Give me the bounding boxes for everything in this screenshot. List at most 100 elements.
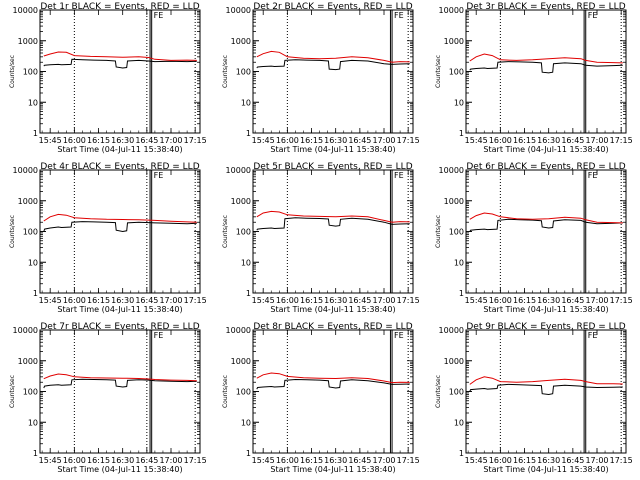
x-tick-label: 16:15 xyxy=(513,456,536,465)
x-tick-label: 17:00 xyxy=(159,136,182,145)
events-series-line xyxy=(256,378,410,390)
y-tick-label: 10000 xyxy=(13,326,38,335)
chart-panel-6: Det 6r BLACK = Events, RED = LLD 1 10 100 10… xyxy=(435,162,633,314)
y-axis-label: Counts/sec xyxy=(222,215,229,248)
x-tick-label: 17:00 xyxy=(585,136,608,145)
flag-label: FE xyxy=(394,11,404,20)
y-tick-label: 10 xyxy=(454,418,464,427)
x-tick-label: 15:45 xyxy=(39,136,62,145)
y-tick-label: 10 xyxy=(28,418,38,427)
chart-panel-1: Det 1r BLACK = Events, RED = LLD 1 10 100 10… xyxy=(9,2,207,154)
y-tick-label: 100 xyxy=(236,228,251,237)
events-series-line xyxy=(469,61,623,74)
x-tick-label: 15:45 xyxy=(465,296,488,305)
y-tick-label: 10 xyxy=(28,98,38,107)
x-axis-label: Start Time (04-Jul-11 15:38:40) xyxy=(483,465,608,474)
flag-label: FE xyxy=(588,11,598,20)
x-tick-label: 16:30 xyxy=(537,456,560,465)
x-tick-label: 16:15 xyxy=(300,456,323,465)
y-tick-label: 10 xyxy=(241,258,251,267)
x-tick-label: 15:45 xyxy=(465,456,488,465)
x-tick-label: 15:45 xyxy=(252,456,275,465)
y-tick-label: 10000 xyxy=(226,326,251,335)
x-tick-label: 16:15 xyxy=(300,296,323,305)
x-axis-label: Start Time (04-Jul-11 15:38:40) xyxy=(483,145,608,154)
x-tick-label: 15:45 xyxy=(252,136,275,145)
chart-title: Det 7r BLACK = Events, RED = LLD xyxy=(40,322,199,332)
chart-title: Det 2r BLACK = Events, RED = LLD xyxy=(253,2,412,12)
x-tick-label: 17:15 xyxy=(610,136,633,145)
y-tick-label: 1 xyxy=(459,449,464,458)
y-tick-label: 1000 xyxy=(231,37,251,46)
x-tick-label: 17:15 xyxy=(397,296,420,305)
y-tick-label: 1 xyxy=(33,289,38,298)
y-tick-label: 10000 xyxy=(439,326,464,335)
chart-panel-2: Det 2r BLACK = Events, RED = LLD 1 10 100 10… xyxy=(222,2,420,154)
chart-title: Det 3r BLACK = Events, RED = LLD xyxy=(466,2,625,12)
y-axis-label: Counts/sec xyxy=(9,375,16,408)
lld-series-line xyxy=(43,373,197,382)
plot-frame xyxy=(465,329,627,454)
x-tick-label: 16:15 xyxy=(513,296,536,305)
x-tick-label: 17:15 xyxy=(397,136,420,145)
x-tick-label: 17:15 xyxy=(610,456,633,465)
chart-panel-3: Det 3r BLACK = Events, RED = LLD 1 10 100 10… xyxy=(435,2,633,154)
plot-frame xyxy=(39,9,201,134)
x-tick-label: 16:00 xyxy=(63,296,86,305)
plot-frame xyxy=(252,9,414,134)
x-tick-label: 16:45 xyxy=(135,456,158,465)
plot-frame xyxy=(39,329,201,454)
y-axis-label: Counts/sec xyxy=(435,215,442,248)
y-tick-label: 10000 xyxy=(13,166,38,175)
y-tick-label: 1000 xyxy=(231,357,251,366)
chart-title: Det 4r BLACK = Events, RED = LLD xyxy=(40,162,199,172)
x-tick-label: 17:00 xyxy=(372,456,395,465)
flag-label: FE xyxy=(394,331,404,340)
x-tick-label: 16:30 xyxy=(537,136,560,145)
y-tick-label: 1000 xyxy=(444,37,464,46)
x-axis-label: Start Time (04-Jul-11 15:38:40) xyxy=(57,145,182,154)
y-axis-label: Counts/sec xyxy=(435,55,442,88)
lld-series-line xyxy=(43,213,197,223)
chart-panel-5: Det 5r BLACK = Events, RED = LLD 1 10 100 10… xyxy=(222,162,420,314)
x-tick-label: 16:00 xyxy=(489,296,512,305)
y-tick-label: 100 xyxy=(23,68,38,77)
x-tick-label: 16:30 xyxy=(324,296,347,305)
y-tick-label: 10000 xyxy=(226,6,251,15)
x-tick-label: 16:30 xyxy=(537,296,560,305)
x-tick-label: 16:45 xyxy=(561,136,584,145)
x-tick-label: 16:00 xyxy=(63,136,86,145)
plot-frame xyxy=(252,329,414,454)
y-tick-label: 100 xyxy=(23,228,38,237)
x-tick-label: 15:45 xyxy=(252,296,275,305)
y-axis-label: Counts/sec xyxy=(222,55,229,88)
y-tick-label: 1 xyxy=(246,289,251,298)
chart-panel-4: Det 4r BLACK = Events, RED = LLD 1 10 100 10… xyxy=(9,162,207,314)
flag-label: FE xyxy=(154,331,164,340)
events-series-line xyxy=(256,217,410,231)
y-tick-label: 1 xyxy=(246,129,251,138)
lld-series-line xyxy=(469,212,623,224)
y-axis-label: Counts/sec xyxy=(9,55,16,88)
y-axis-label: Counts/sec xyxy=(9,215,16,248)
x-tick-label: 16:30 xyxy=(111,136,134,145)
x-tick-label: 17:00 xyxy=(159,456,182,465)
events-series-line xyxy=(469,218,623,232)
y-tick-label: 10 xyxy=(241,418,251,427)
y-axis-label: Counts/sec xyxy=(435,375,442,408)
y-tick-label: 100 xyxy=(449,388,464,397)
y-tick-label: 100 xyxy=(23,388,38,397)
y-tick-label: 1000 xyxy=(444,357,464,366)
events-series-line xyxy=(43,221,197,233)
x-tick-label: 17:00 xyxy=(585,296,608,305)
x-tick-label: 16:00 xyxy=(489,456,512,465)
x-axis-label: Start Time (04-Jul-11 15:38:40) xyxy=(57,305,182,314)
chart-panel-9: Det 9r BLACK = Events, RED = LLD 1 10 100 10… xyxy=(435,322,633,474)
y-tick-label: 10 xyxy=(28,258,38,267)
x-tick-label: 16:15 xyxy=(87,296,110,305)
x-tick-label: 16:45 xyxy=(348,136,371,145)
x-tick-label: 16:45 xyxy=(348,296,371,305)
lld-series-line xyxy=(469,376,623,385)
y-tick-label: 1000 xyxy=(444,197,464,206)
x-tick-label: 17:15 xyxy=(184,456,207,465)
